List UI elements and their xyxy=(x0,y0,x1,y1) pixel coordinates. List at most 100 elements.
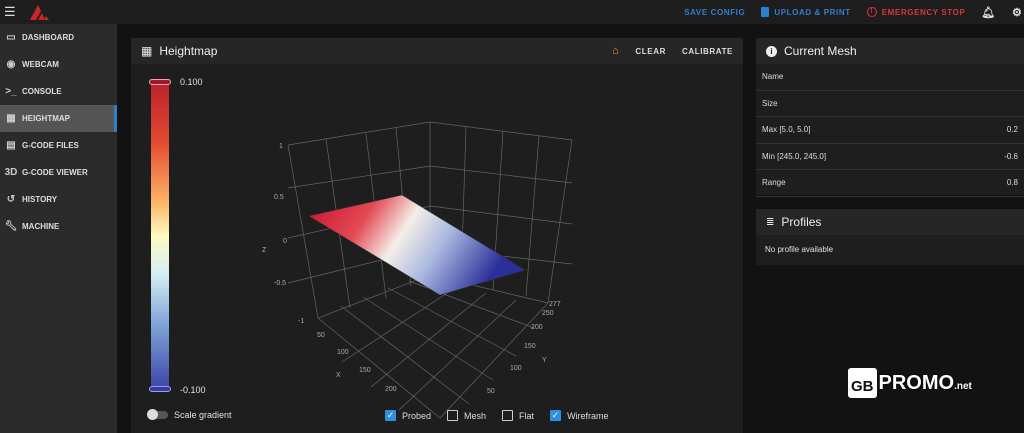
3d-icon: 3D xyxy=(4,167,18,178)
z-tick-label: -1 xyxy=(298,318,304,325)
clear-button[interactable]: CLEAR xyxy=(635,46,666,56)
mesh-row-label: Max [5.0, 5.0] xyxy=(762,125,811,135)
checkbox-mesh[interactable]: Mesh xyxy=(447,410,486,421)
z-axis-label: Z xyxy=(262,247,267,254)
toggle-switch[interactable] xyxy=(147,409,168,420)
checkbox-box[interactable]: ✓ xyxy=(550,410,562,421)
sidebar-item-history[interactable]: ↺ HISTORY xyxy=(0,186,117,213)
alert-icon: ! xyxy=(866,7,877,17)
mesh-row-label: Name xyxy=(762,72,784,82)
top-bar: ☰ SAVE CONFIG UPLOAD & PRINT ! EMERGENCY … xyxy=(0,0,1024,24)
mesh-row: Range 0.8 xyxy=(756,170,1024,197)
emergency-stop-label: EMERGENCY STOP xyxy=(881,7,966,17)
mesh-row: Size xyxy=(756,91,1024,117)
scale-gradient-label: Scale gradient xyxy=(174,410,232,420)
mesh-row: Min [245.0, 245.0] -0.6 xyxy=(756,144,1024,170)
watermark-logo: GB PROMO.net xyxy=(848,368,972,398)
checkbox-wireframe[interactable]: ✓ Wireframe xyxy=(550,410,609,421)
y-tick-label: 100 xyxy=(510,365,522,372)
sidebar-item-console[interactable]: >_ CONSOLE xyxy=(0,78,117,105)
settings-icon[interactable]: ⚙ xyxy=(1012,6,1023,19)
scale-handle-top[interactable] xyxy=(149,79,171,85)
sidebar-item-label: HEIGHTMAP xyxy=(22,114,70,123)
sidebar-item-label: CONSOLE xyxy=(22,87,62,96)
card-title: Profiles xyxy=(781,215,822,229)
y-tick-label: 277 xyxy=(549,301,561,308)
sidebar-item-g-code-viewer[interactable]: 3D G-CODE VIEWER xyxy=(0,159,117,186)
z-tick-label: -0.5 xyxy=(274,280,286,287)
no-profile-text: No profile available xyxy=(765,245,834,254)
z-tick-label: 1 xyxy=(279,143,283,150)
checkbox-probed[interactable]: ✓ Probed xyxy=(385,410,431,421)
color-scale-bar xyxy=(151,80,169,392)
mesh-row-value: 0.2 xyxy=(1006,125,1018,135)
x-axis-label: X xyxy=(336,372,341,379)
x-tick-label: 200 xyxy=(385,386,397,393)
current-mesh-card: i Current Mesh Name Size Max [5.0, 5.0] 0.2 M… xyxy=(756,38,1024,197)
scale-min-label: -0.100 xyxy=(180,385,206,395)
heightmap-card: ▦ Heightmap ⌂ CLEAR CALIBRATE 0.100 -0.1… xyxy=(131,38,743,433)
checkbox-label: Mesh xyxy=(464,410,487,421)
x-tick-label: 50 xyxy=(317,332,325,339)
sidebar-item-webcam[interactable]: ◉ WEBCAM xyxy=(0,51,117,78)
app-logo xyxy=(30,5,49,20)
save-config-button[interactable]: SAVE CONFIG xyxy=(684,8,745,17)
sidebar-item-dashboard[interactable]: ▭ DASHBOARD xyxy=(0,24,117,51)
checkbox-label: Probed xyxy=(402,410,432,421)
y-tick-label: 250 xyxy=(542,310,554,317)
z-tick-label: 0.5 xyxy=(274,194,284,201)
emergency-stop-button[interactable]: ! EMERGENCY STOP xyxy=(866,7,966,17)
heightmap-3d-plot[interactable]: 1 0.5 0 -0.5 -1 Z 50 100 150 200 X 50 100 150 200 250 27… xyxy=(131,38,743,433)
sidebar-item-label: MACHINE xyxy=(22,222,60,231)
sidebar-item-heightmap[interactable]: ▦ HEIGHTMAP xyxy=(0,105,117,132)
scale-gradient-toggle[interactable]: Scale gradient xyxy=(147,409,232,420)
sidebar: ▭ DASHBOARD ◉ WEBCAM >_ CONSOLE ▦ HEIGHTMAP ▤ G-C… xyxy=(0,24,117,433)
wrench-icon: 🔧︎ xyxy=(4,221,18,232)
checkbox-label: Wireframe xyxy=(567,410,609,421)
checkbox-box[interactable] xyxy=(447,410,459,421)
checkbox-box[interactable]: ✓ xyxy=(385,410,396,421)
grid-icon: ▦ xyxy=(6,113,16,124)
profiles-icon: ≣ xyxy=(766,216,775,228)
mesh-row-label: Range xyxy=(762,178,786,188)
y-axis-label: Y xyxy=(542,357,547,364)
calibrate-button[interactable]: CALIBRATE xyxy=(681,46,733,56)
sidebar-item-machine[interactable]: 🔧︎ MACHINE xyxy=(0,213,117,240)
webcam-icon: ◉ xyxy=(6,59,16,70)
card-title: Current Mesh xyxy=(784,44,857,58)
card-title: Heightmap xyxy=(159,44,218,58)
scale-max-label: 0.100 xyxy=(180,77,203,87)
save-config-label: SAVE CONFIG xyxy=(684,7,746,17)
home-icon[interactable]: ⌂ xyxy=(612,45,620,57)
sidebar-item-label: G-CODE FILES xyxy=(22,141,79,150)
sidebar-item-label: DASHBOARD xyxy=(22,33,74,42)
profiles-card: ≣ Profiles No profile available xyxy=(756,209,1024,265)
history-icon: ↺ xyxy=(6,194,16,205)
file-icon: ▤ xyxy=(6,140,16,151)
mesh-row-value: 0.8 xyxy=(1006,178,1018,188)
monitor-icon: ▭ xyxy=(6,32,16,43)
y-tick-label: 150 xyxy=(524,343,536,350)
scale-handle-bottom[interactable] xyxy=(149,386,171,392)
grid-icon: ▦ xyxy=(141,44,153,58)
sidebar-item-label: WEBCAM xyxy=(22,60,59,69)
upload-file-icon xyxy=(761,7,770,17)
sidebar-item-label: HISTORY xyxy=(22,195,58,204)
mesh-row-label: Min [245.0, 245.0] xyxy=(762,151,827,161)
upload-print-label: UPLOAD & PRINT xyxy=(774,7,851,17)
sidebar-item-g-code-files[interactable]: ▤ G-CODE FILES xyxy=(0,132,117,159)
y-tick-label: 50 xyxy=(487,388,495,395)
checkbox-label: Flat xyxy=(519,410,535,421)
menu-icon[interactable]: ☰ xyxy=(4,4,16,19)
checkbox-flat[interactable]: Flat xyxy=(502,410,534,421)
y-tick-label: 200 xyxy=(531,324,543,331)
view-options: ✓ Probed Mesh Flat ✓ Wireframe xyxy=(385,410,609,421)
upload-print-button[interactable]: UPLOAD & PRINT xyxy=(761,7,850,17)
checkbox-box[interactable] xyxy=(502,410,514,421)
sidebar-item-label: G-CODE VIEWER xyxy=(22,168,88,177)
x-tick-label: 100 xyxy=(337,349,349,356)
bell-icon[interactable]: 🔔︎ xyxy=(981,6,996,19)
mesh-row-value: -0.6 xyxy=(1004,151,1018,161)
mesh-row: Name xyxy=(756,64,1024,91)
info-icon: i xyxy=(766,45,777,57)
